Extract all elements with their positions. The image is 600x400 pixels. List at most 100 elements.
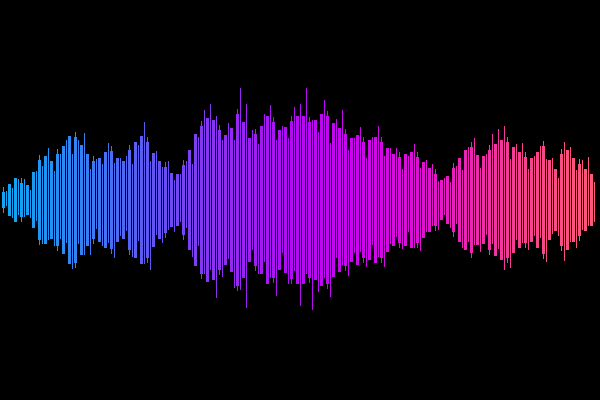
waveform-thin-line [456, 166, 457, 224]
waveform-thin-line [294, 107, 295, 271]
waveform-thin-line [426, 160, 427, 232]
waveform-thin-line [558, 178, 559, 236]
waveform-bar [80, 145, 83, 255]
waveform-bar-tip [363, 137, 364, 263]
waveform-thin-line [546, 159, 547, 262]
waveform-bar [446, 176, 449, 224]
waveform-thin-line [84, 133, 85, 255]
waveform-bar [368, 140, 371, 260]
waveform-bar [482, 156, 485, 244]
waveform-bar [572, 158, 575, 242]
waveform-thin-line [552, 158, 553, 234]
waveform-bar [248, 138, 251, 262]
waveform-bar-tip [219, 125, 220, 275]
waveform-bar [26, 185, 29, 215]
waveform-bar [260, 126, 263, 274]
waveform-bar-tip [111, 146, 112, 254]
waveform-thin-line [78, 140, 79, 244]
waveform-thin-line [402, 169, 403, 249]
waveform-bar [458, 158, 461, 242]
waveform-bar [548, 160, 551, 240]
waveform-bar-tip [579, 159, 580, 241]
waveform-bar [170, 173, 173, 227]
waveform-thin-line [312, 120, 313, 310]
waveform-thin-line [192, 164, 193, 257]
waveform-thin-line [414, 144, 415, 248]
waveform-bar-tip [561, 149, 562, 251]
waveform-thin-line [450, 182, 451, 228]
waveform-bar [404, 154, 407, 246]
waveform-thin-line [354, 138, 355, 253]
waveform-bar [230, 128, 233, 272]
waveform-bar-tip [291, 116, 292, 284]
waveform-thin-line [216, 116, 217, 298]
waveform-thin-line [228, 123, 229, 259]
waveform-bar-tip [417, 152, 418, 248]
waveform-bar-tip [381, 137, 382, 263]
waveform-thin-line [6, 191, 7, 206]
waveform-bar-tip [3, 187, 4, 213]
waveform-bar [68, 136, 71, 264]
waveform-thin-line [210, 104, 211, 270]
waveform-bar [392, 154, 395, 246]
waveform-thin-line [534, 156, 535, 236]
waveform-thin-line [114, 163, 115, 258]
waveform-thin-line [18, 179, 19, 215]
waveform-thin-line [336, 119, 337, 258]
waveform-thin-line [282, 126, 283, 253]
waveform-thin-line [366, 158, 367, 267]
waveform-bar [476, 155, 479, 245]
waveform-thin-line [186, 161, 187, 228]
waveform-thin-line [396, 148, 397, 237]
waveform-thin-line [594, 182, 595, 222]
waveform-thin-line [432, 164, 433, 226]
waveform-bar [332, 123, 335, 277]
waveform-bar [338, 128, 341, 272]
waveform-bar-tip [327, 111, 328, 289]
waveform-thin-line [138, 145, 139, 241]
waveform-bar [278, 130, 281, 270]
waveform-thin-line [48, 148, 49, 240]
waveform-thin-line [276, 140, 277, 296]
waveform-thin-line [516, 144, 517, 240]
waveform-thin-line [150, 161, 151, 270]
waveform-thin-line [180, 174, 181, 222]
waveform-thin-line [468, 147, 469, 242]
waveform-bar [224, 135, 227, 265]
waveform-bar [440, 180, 443, 220]
waveform-bar [386, 148, 389, 252]
waveform-bar [122, 161, 125, 239]
waveform-bar-tip [255, 129, 256, 271]
waveform-thin-line [288, 138, 289, 284]
waveform-bar [422, 162, 425, 238]
waveform-thin-line [588, 157, 589, 226]
waveform-thin-line [384, 156, 385, 267]
waveform-bar-tip [201, 121, 202, 279]
waveform-bar [14, 178, 17, 222]
waveform-thin-line [144, 122, 145, 264]
waveform-bar [188, 150, 191, 250]
waveform-thin-line [318, 132, 319, 292]
waveform-thin-line [198, 137, 199, 246]
waveform-thin-line [438, 181, 439, 230]
waveform-bar [554, 169, 557, 231]
waveform-bar-tip [507, 137, 508, 263]
waveform-bar [584, 169, 587, 231]
waveform-bar-tip [489, 145, 490, 255]
waveform-thin-line [444, 178, 445, 215]
waveform-bar [140, 136, 143, 264]
waveform-thin-line [264, 114, 265, 262]
waveform-thin-line [258, 144, 259, 274]
waveform-bar [512, 147, 515, 253]
waveform-thin-line [30, 190, 31, 218]
waveform-bar [536, 152, 539, 248]
waveform-bar-tip [21, 178, 22, 222]
waveform-bar [206, 118, 209, 282]
waveform-bar [62, 146, 65, 254]
waveform-thin-line [510, 159, 511, 268]
waveform-thin-line [168, 161, 169, 230]
waveform-thin-line [156, 151, 157, 235]
waveform-thin-line [66, 140, 67, 243]
